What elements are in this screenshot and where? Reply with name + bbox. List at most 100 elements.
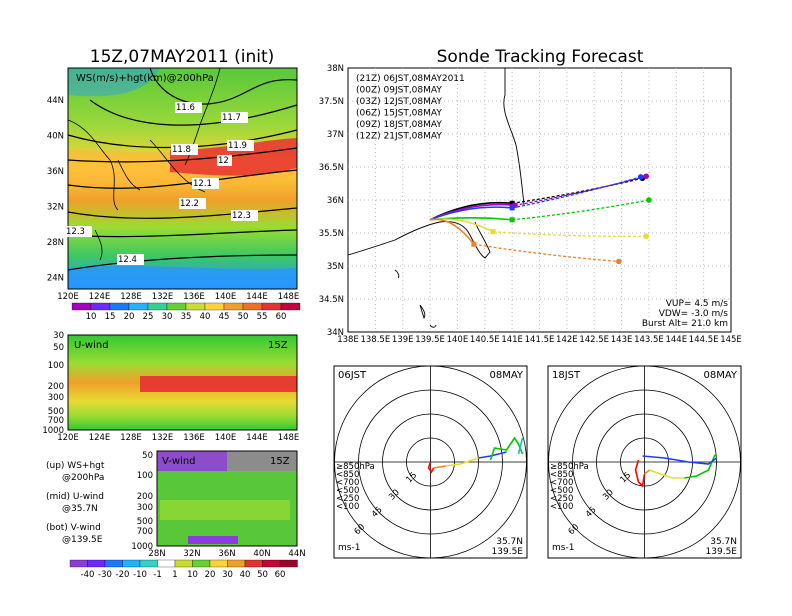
track-lat-tick: 35.5N xyxy=(319,229,344,239)
hodo-unit: ms-1 xyxy=(338,543,360,553)
landing-marker xyxy=(643,173,649,180)
colorbar-label: 45 xyxy=(219,312,230,322)
track-legend-item: (21Z) 06JST,08MAY2011 xyxy=(356,74,465,84)
track-lon-tick: 138E xyxy=(337,335,359,345)
track-info-line: VDW= -3.0 m/s xyxy=(659,309,729,319)
v-pressure-tick: 500 xyxy=(137,517,153,527)
v-lat-tick: 32N xyxy=(183,549,200,559)
bottom-colorbar-label: -20 xyxy=(116,570,130,580)
track-lon-tick: 142E xyxy=(556,335,578,345)
map-frame xyxy=(67,67,298,290)
u-pressure-tick: 700 xyxy=(48,416,64,426)
track-legend-item: (12Z) 21JST,08MAY xyxy=(356,132,442,142)
burst-marker xyxy=(490,229,496,235)
v-wind-time: 15Z xyxy=(270,456,290,467)
bottom-colorbar-swatch xyxy=(139,559,158,568)
contour-label-text: 11.9 xyxy=(228,141,247,151)
note-line2: @35.7N xyxy=(62,504,98,514)
bottom-colorbar-swatch xyxy=(262,559,281,568)
contour-label-bg xyxy=(175,102,202,113)
contour-label: 12.2 xyxy=(179,198,206,209)
track-lon-tick: 141E xyxy=(501,335,523,345)
u-pressure-tick: 500 xyxy=(48,407,64,417)
u-pressure-tick: 200 xyxy=(48,382,64,392)
landing-marker xyxy=(643,233,649,240)
track-lon-tick: 145E xyxy=(720,335,742,345)
v-pressure-tick: 300 xyxy=(137,503,153,513)
colorbar-label: 40 xyxy=(200,312,211,322)
descent-path xyxy=(512,176,641,209)
hodo-trace xyxy=(649,469,685,479)
burst-marker xyxy=(512,202,518,208)
track-lat-tick: 35N xyxy=(327,262,344,272)
landing-marker xyxy=(616,258,622,265)
v-wind-low-southerly xyxy=(188,536,238,544)
u-pressure-tick: 100 xyxy=(48,361,64,371)
contour-label-bg xyxy=(117,254,144,265)
bottom-colorbar-swatch xyxy=(192,559,211,568)
hodo-lat: 35.7N xyxy=(496,537,523,547)
track-lon-tick: 144E xyxy=(665,335,687,345)
burst-marker xyxy=(509,217,515,223)
colorbar-swatch xyxy=(147,302,168,311)
track-info-line: VUP= 4.5 m/s xyxy=(666,299,729,309)
colorbar-label: 35 xyxy=(181,312,192,322)
v-wind-label: V-wind xyxy=(162,456,196,467)
descent-path xyxy=(473,243,619,263)
bottom-colorbar-label: -30 xyxy=(98,570,112,580)
map-lon-tick: 128E xyxy=(120,292,142,302)
colorbar-label: 60 xyxy=(276,312,287,322)
bottom-colorbar-swatch xyxy=(69,559,88,568)
v-pressure-tick: 1000 xyxy=(131,542,153,552)
burst-marker xyxy=(509,205,515,211)
landing-marker xyxy=(646,197,652,203)
descent-path xyxy=(512,199,650,221)
contour-label: 11.7 xyxy=(221,112,248,123)
v-lat-tick: 28N xyxy=(148,549,165,559)
ascent-path xyxy=(429,218,475,245)
map-lon-tick: 124E xyxy=(89,292,111,302)
contour-label-text: 11.6 xyxy=(176,103,195,113)
track-lon-tick: 139.5E xyxy=(415,335,445,345)
u-lon-ticks: 120E 124E 128E 132E 136E 140E 144E 148E xyxy=(57,433,299,443)
contour-label-text: 12.2 xyxy=(180,199,199,209)
colorbar-swatch xyxy=(166,302,187,311)
hodo-trace xyxy=(684,453,718,479)
sonde-tracks xyxy=(429,173,652,265)
track-legend-item: (09Z) 18JST,08MAY xyxy=(356,120,442,130)
track-lon-tick: 143E xyxy=(611,335,633,345)
note-line2: @200hPa xyxy=(62,473,104,483)
contour-label-bg xyxy=(221,112,248,123)
contour-label-bg xyxy=(217,155,232,166)
map-lon-tick: 136E xyxy=(183,292,205,302)
bottom-colorbar-swatch xyxy=(279,559,298,568)
bottom-colorbar-swatch xyxy=(122,559,141,568)
track-lat-tick: 34.5N xyxy=(319,295,344,305)
u-lon-tick: 140E xyxy=(215,433,237,443)
contour-labels: 11.6 11.7 11.8 11.9 12 12.1 12.2 12.3 12.3 12.4 xyxy=(65,102,258,265)
track-legend-item: (00Z) 09JST,08MAY xyxy=(356,86,442,96)
hodo-trace xyxy=(517,437,524,455)
colorbar-swatch xyxy=(261,302,282,311)
colorbar-swatch xyxy=(242,302,263,311)
track-legend-item: (03Z) 12JST,08MAY xyxy=(356,97,442,107)
track-series xyxy=(429,218,622,265)
bottom-colorbar-label: -40 xyxy=(81,570,95,580)
u-lon-tick: 148E xyxy=(278,433,300,443)
hodo-level-legend: <100 xyxy=(336,502,359,512)
contour-label-bg xyxy=(65,226,92,237)
bottom-colorbar-label: 30 xyxy=(222,570,233,580)
contour-label-bg xyxy=(227,140,254,151)
colorbar-label: 55 xyxy=(257,312,268,322)
map-lat-tick: 36N xyxy=(47,167,64,177)
track-info-line: Burst Alt= 21.0 km xyxy=(642,319,728,329)
map-lat-tick: 32N xyxy=(47,203,64,213)
hodo-time: 18JST xyxy=(552,370,581,381)
map-lon-tick: 120E xyxy=(57,292,79,302)
track-panel: (21Z) 06JST,08MAY2011(00Z) 09JST,08MAY(0… xyxy=(319,64,742,345)
landing-marker xyxy=(637,174,644,180)
contour-label: 12.3 xyxy=(65,226,92,237)
tropical-low-wind xyxy=(68,266,297,289)
